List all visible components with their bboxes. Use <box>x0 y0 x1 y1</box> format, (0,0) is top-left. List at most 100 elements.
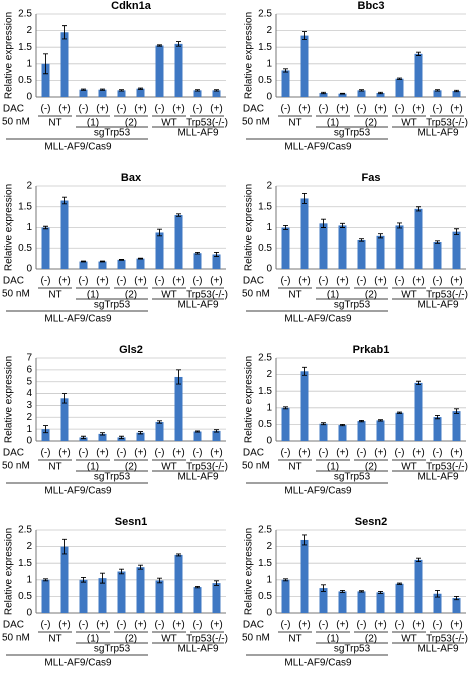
row-sublabel: 50 nM <box>2 461 30 472</box>
error-bar <box>283 224 288 231</box>
group-label: Trp53(-/-) <box>426 462 468 473</box>
line-label: MLL-AF9/Cas9 <box>44 658 112 669</box>
bar <box>433 417 442 441</box>
row-label: DAC <box>3 620 24 631</box>
x-tick-label: (+) <box>58 276 71 287</box>
x-tick-label: (+) <box>134 104 147 115</box>
line-label: MLL-AF9/Cas9 <box>44 486 112 497</box>
error-bar <box>340 92 345 95</box>
x-tick-label: (+) <box>336 620 349 631</box>
error-bar <box>43 425 48 434</box>
error-bar <box>62 393 67 404</box>
bar <box>433 593 442 613</box>
error-bar <box>321 584 326 592</box>
x-tick-label: (-) <box>41 104 51 115</box>
bar <box>212 254 221 269</box>
x-tick-label: (+) <box>412 276 425 287</box>
y-tick-label: 2.5 <box>18 525 32 536</box>
y-tick-label: 1 <box>26 222 32 233</box>
x-tick-label: (-) <box>281 276 291 287</box>
line-label: MLL-AF9 <box>417 472 459 483</box>
group-label: Trp53(-/-) <box>186 290 228 301</box>
group-label: (1) <box>87 290 99 301</box>
y-tick-label: 0.5 <box>18 75 32 86</box>
error-bar <box>119 568 124 575</box>
error-bar <box>397 222 402 229</box>
x-tick-label: (+) <box>374 104 387 115</box>
group-label: NT <box>48 290 61 301</box>
subgroup-label: sgTrp53 <box>94 644 131 655</box>
row-sublabel: 50 nM <box>2 289 30 300</box>
x-tick-label: (+) <box>172 620 185 631</box>
y-tick-label: 1 <box>26 574 32 585</box>
subgroup-label: sgTrp53 <box>334 128 371 139</box>
x-tick-label: (-) <box>193 448 203 459</box>
group-label: (1) <box>327 462 339 473</box>
bar <box>357 421 366 441</box>
y-tick-label: 0.5 <box>18 591 32 602</box>
line-label: MLL-AF9/Cas9 <box>44 314 112 325</box>
error-bar <box>454 595 459 601</box>
error-bar <box>416 380 421 386</box>
bar <box>117 437 126 441</box>
row-sublabel: 50 nM <box>2 117 30 128</box>
row-label: DAC <box>3 448 24 459</box>
bar <box>300 371 309 441</box>
y-axis-label: Relative expression <box>244 184 255 271</box>
error-bar <box>195 585 200 589</box>
bar <box>395 583 404 613</box>
error-bar <box>157 44 162 47</box>
x-tick-label: (-) <box>433 620 443 631</box>
chart-title: Sesn2 <box>355 516 387 528</box>
x-tick-label: (+) <box>450 448 463 459</box>
y-axis-label: Relative expression <box>4 184 15 271</box>
y-tick-label: 2 <box>266 369 272 380</box>
y-tick-label: 0 <box>26 436 32 447</box>
error-bar <box>321 91 326 95</box>
bar <box>117 571 126 613</box>
x-tick-label: (+) <box>374 448 387 459</box>
x-tick-label: (-) <box>395 104 405 115</box>
row-label: DAC <box>3 276 24 287</box>
bar <box>395 412 404 441</box>
x-tick-label: (+) <box>172 104 185 115</box>
error-bar <box>321 218 326 228</box>
error-bar <box>195 430 200 433</box>
bar <box>155 580 164 613</box>
row-label: DAC <box>243 620 264 631</box>
y-tick-label: 2.5 <box>258 353 272 364</box>
bar <box>60 546 69 613</box>
chart-title: Gls2 <box>119 344 143 356</box>
bar <box>300 539 309 613</box>
x-tick-label: (+) <box>58 620 71 631</box>
line-label: MLL-AF9 <box>177 472 219 483</box>
y-tick-label: 1.5 <box>258 386 272 397</box>
group-label: (2) <box>365 290 377 301</box>
x-tick-label: (-) <box>193 104 203 115</box>
bar <box>414 559 423 613</box>
bar <box>338 591 347 613</box>
bar <box>433 242 442 269</box>
bar <box>338 425 347 441</box>
group-label: NT <box>288 118 301 129</box>
bar <box>41 579 50 613</box>
error-bar <box>416 206 421 212</box>
bar <box>319 223 328 269</box>
error-bar <box>214 251 219 257</box>
y-tick-label: 0 <box>26 608 32 619</box>
error-bar <box>397 77 402 80</box>
x-tick-label: (-) <box>117 448 127 459</box>
x-tick-label: (-) <box>79 104 89 115</box>
group-label: NT <box>288 462 301 473</box>
bar <box>117 259 126 269</box>
error-bar <box>157 228 162 237</box>
bar <box>136 258 145 269</box>
x-tick-label: (-) <box>79 620 89 631</box>
bar <box>98 433 107 441</box>
error-bar <box>138 564 143 570</box>
subgroup-label: sgTrp53 <box>94 472 131 483</box>
line-label: MLL-AF9 <box>417 128 459 139</box>
group-label: WT <box>401 634 417 645</box>
row-sublabel: 50 nM <box>242 117 270 128</box>
bar <box>60 32 69 98</box>
